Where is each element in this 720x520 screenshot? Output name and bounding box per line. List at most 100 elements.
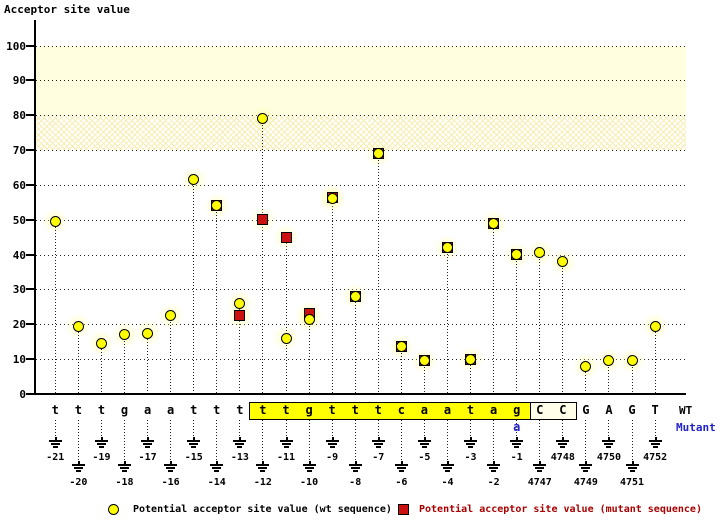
y-tick-mark [26,218,34,221]
position-marker-icon [371,437,385,448]
position-connector [77,420,79,461]
chart-title: Acceptor site value [4,3,130,16]
position-connector [539,420,541,461]
position-number: 4747 [527,477,552,488]
position-marker-icon [579,461,593,472]
sequence-base: g [305,403,313,417]
point-stem [193,179,195,393]
sequence-base: t [97,403,106,417]
y-tick-mark [26,393,34,395]
position-marker-icon [440,461,454,472]
sequence-base: C [559,403,567,417]
wt-point [649,320,661,332]
gridline [36,324,686,326]
point-stem [124,334,125,393]
sequence-base: t [351,403,359,417]
position-number: -12 [253,477,272,488]
position-connector [446,420,448,461]
position-marker-icon [233,437,247,448]
position-marker-icon [94,437,108,448]
position-marker-icon [625,461,639,472]
gridline [36,80,686,82]
sequence-base: t [74,403,82,417]
point-stem [308,313,310,393]
wt-point [95,337,107,349]
position-marker-icon [648,437,662,448]
position-connector [516,420,518,437]
threshold-band-hatched [36,115,686,151]
position-marker-icon [210,461,224,472]
mutant-legend-marker-icon [398,504,409,515]
y-tick-mark [26,183,34,186]
y-tick-label: 20 [12,318,26,332]
wt-point [234,297,246,309]
position-number: 4748 [550,452,575,463]
wt-point [119,329,130,341]
position-number: -18 [115,477,134,488]
x-axis-line [34,393,686,395]
position-connector [354,420,356,461]
position-connector [193,420,195,437]
sequence-base: t [190,403,198,417]
point-stem [262,118,264,393]
wt-point [142,327,154,339]
position-number: -19 [92,452,111,463]
position-connector [285,420,287,437]
position-marker-icon [487,461,501,472]
position-number: -14 [207,477,226,488]
point-stem [354,296,356,393]
wt-point [626,355,638,367]
position-connector [470,420,472,437]
sequence-base: a [443,403,452,417]
position-marker-icon [187,437,201,448]
point-stem [77,326,79,393]
y-tick-label: 60 [12,178,26,192]
position-marker-icon [510,437,524,448]
position-marker-icon [348,461,362,472]
position-marker-icon [256,461,270,472]
wt-point [165,310,177,322]
y-tick-label: 90 [12,74,26,88]
point-stem [331,197,333,393]
wt-point [303,313,315,325]
position-marker-icon [279,437,293,448]
point-stem [100,343,102,393]
wt-point [441,242,453,254]
sequence-base: a [490,403,498,417]
position-number: -17 [138,452,157,463]
y-tick-label: 100 [6,39,26,53]
sequence-base: t [374,403,382,417]
wt-legend-label: Potential acceptor site value (wt sequen… [133,504,392,515]
position-marker-icon [302,461,316,472]
position-number: -2 [487,477,500,488]
gridline [36,219,686,221]
wt-row-label: WT [679,404,693,417]
sequence-base: g [513,403,521,417]
position-marker-icon [48,437,62,448]
wt-point [534,247,546,259]
point-stem [493,223,495,393]
position-number: -11 [276,452,296,463]
position-connector [631,420,633,461]
mutant-point [257,214,269,226]
point-stem [562,261,564,393]
point-stem [170,315,172,393]
y-tick-label: 80 [12,109,26,123]
sequence-base: G [628,403,636,417]
position-connector [331,420,333,437]
point-stem [446,247,448,393]
position-connector [608,420,610,437]
wt-point [257,113,269,125]
wt-point [580,360,592,372]
position-marker-icon [602,437,616,448]
point-stem [423,360,425,393]
point-stem [216,205,218,393]
mutant-row-label: Mutant [676,421,716,434]
gridline [36,254,686,256]
wt-point [511,249,523,261]
position-number: -9 [326,452,339,463]
position-marker-icon [394,461,408,472]
position-connector [308,420,310,461]
position-number: -16 [161,477,180,488]
position-connector [124,420,125,461]
